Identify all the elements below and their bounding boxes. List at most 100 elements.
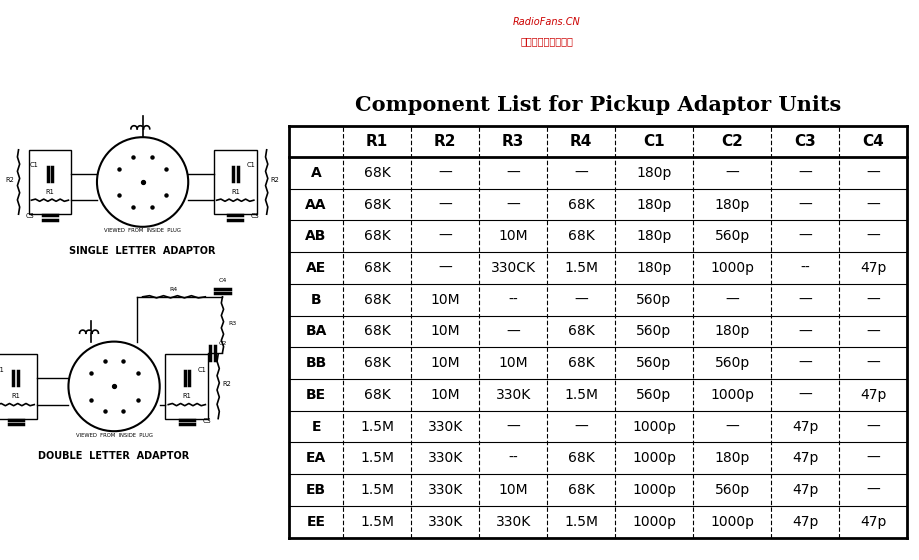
- Text: R2: R2: [222, 381, 231, 388]
- Text: 330K: 330K: [495, 388, 530, 402]
- Text: 180p: 180p: [636, 198, 671, 212]
- Text: —: —: [724, 166, 738, 180]
- Text: —: —: [798, 229, 811, 243]
- Text: —: —: [866, 166, 879, 180]
- Text: 47p: 47p: [791, 419, 818, 433]
- Text: 330K: 330K: [427, 419, 462, 433]
- Text: —: —: [505, 198, 519, 212]
- Text: —: —: [866, 451, 879, 465]
- Text: C3: C3: [251, 213, 259, 220]
- Text: --: --: [507, 451, 517, 465]
- Text: 10M: 10M: [430, 324, 460, 338]
- Text: 560p: 560p: [714, 229, 749, 243]
- Text: —: —: [866, 293, 879, 307]
- Text: 1.5M: 1.5M: [563, 515, 597, 529]
- Text: B: B: [311, 293, 321, 307]
- Text: —: —: [798, 324, 811, 338]
- Text: 68K: 68K: [567, 483, 594, 497]
- Text: C1: C1: [246, 162, 255, 169]
- Text: —: —: [505, 419, 519, 433]
- Text: 47p: 47p: [859, 261, 885, 275]
- Text: 1.5M: 1.5M: [360, 451, 393, 465]
- Text: R2: R2: [270, 177, 279, 183]
- Text: 68K: 68K: [567, 229, 594, 243]
- Text: 560p: 560p: [714, 356, 749, 370]
- Text: 560p: 560p: [636, 356, 671, 370]
- Text: 47p: 47p: [859, 388, 885, 402]
- Text: —: —: [798, 166, 811, 180]
- Text: BE: BE: [306, 388, 325, 402]
- Text: 180p: 180p: [636, 166, 671, 180]
- Text: 1000p: 1000p: [631, 419, 675, 433]
- Text: R2: R2: [6, 177, 15, 183]
- Text: SINGLE  LETTER  ADAPTOR: SINGLE LETTER ADAPTOR: [69, 246, 216, 255]
- Text: 560p: 560p: [714, 483, 749, 497]
- Text: 560p: 560p: [636, 324, 671, 338]
- Text: —: —: [437, 229, 451, 243]
- Text: —: —: [573, 166, 587, 180]
- Text: —: —: [573, 419, 587, 433]
- Text: 1000p: 1000p: [709, 388, 754, 402]
- Text: 47p: 47p: [791, 451, 818, 465]
- Text: 68K: 68K: [363, 293, 391, 307]
- Text: 1000p: 1000p: [631, 451, 675, 465]
- Text: 47p: 47p: [791, 515, 818, 529]
- Text: 47p: 47p: [791, 483, 818, 497]
- Text: —: —: [724, 293, 738, 307]
- Text: —: —: [866, 419, 879, 433]
- Text: AE: AE: [306, 261, 326, 275]
- Text: 180p: 180p: [636, 261, 671, 275]
- Text: —: —: [798, 293, 811, 307]
- Text: C2: C2: [720, 134, 743, 149]
- Text: C3: C3: [202, 418, 211, 424]
- Text: 1000p: 1000p: [709, 261, 754, 275]
- Text: RadioFans.CN: RadioFans.CN: [512, 17, 580, 27]
- Text: R1: R1: [45, 189, 54, 195]
- Text: EA: EA: [306, 451, 326, 465]
- Text: C1: C1: [642, 134, 664, 149]
- Text: —: —: [798, 356, 811, 370]
- Text: —: —: [866, 356, 879, 370]
- Text: R1: R1: [182, 393, 191, 399]
- Text: DOUBLE  LETTER  ADAPTOR: DOUBLE LETTER ADAPTOR: [39, 451, 189, 461]
- Text: 68K: 68K: [363, 198, 391, 212]
- Text: 收音机爱好者资料库: 收音机爱好者资料库: [519, 36, 573, 46]
- Text: E: E: [311, 419, 321, 433]
- Text: 68K: 68K: [567, 356, 594, 370]
- Text: —: —: [505, 324, 519, 338]
- Text: 10M: 10M: [498, 356, 528, 370]
- Text: 330K: 330K: [495, 515, 530, 529]
- Text: R1: R1: [11, 393, 20, 399]
- Text: EB: EB: [306, 483, 325, 497]
- Text: 47p: 47p: [859, 515, 885, 529]
- Text: 1.5M: 1.5M: [360, 515, 393, 529]
- Text: 68K: 68K: [567, 324, 594, 338]
- Text: 68K: 68K: [363, 261, 391, 275]
- Text: 1000p: 1000p: [709, 515, 754, 529]
- Text: 10M: 10M: [498, 229, 528, 243]
- Text: R1: R1: [231, 189, 240, 195]
- Text: 560p: 560p: [636, 388, 671, 402]
- Text: —: —: [724, 419, 738, 433]
- Text: 560p: 560p: [636, 293, 671, 307]
- Text: —: —: [437, 166, 451, 180]
- Text: 10M: 10M: [498, 483, 528, 497]
- Text: 330CK: 330CK: [490, 261, 535, 275]
- Text: R2: R2: [434, 134, 456, 149]
- Text: —: —: [437, 198, 451, 212]
- Text: 1000p: 1000p: [631, 515, 675, 529]
- Text: R3: R3: [502, 134, 524, 149]
- Text: —: —: [866, 198, 879, 212]
- Text: —: —: [437, 261, 451, 275]
- Text: A: A: [311, 166, 321, 180]
- Text: 330K: 330K: [427, 515, 462, 529]
- Text: —: —: [573, 293, 587, 307]
- Text: 68K: 68K: [363, 356, 391, 370]
- Text: R1: R1: [366, 134, 388, 149]
- Text: 330K: 330K: [427, 483, 462, 497]
- Text: 180p: 180p: [714, 324, 749, 338]
- Text: C3: C3: [26, 213, 34, 220]
- Text: VIEWED  FROM  INSIDE  PLUG: VIEWED FROM INSIDE PLUG: [75, 433, 153, 438]
- Text: —: —: [798, 388, 811, 402]
- Text: 10M: 10M: [430, 356, 460, 370]
